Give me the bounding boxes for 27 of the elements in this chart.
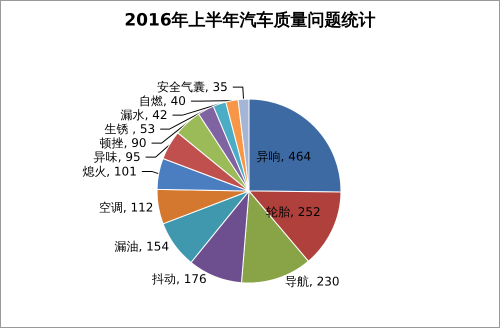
data-label: , 252 [290, 204, 321, 219]
data-label: , 230 [308, 274, 340, 288]
data-label: , 464 [280, 150, 312, 164]
slice-label: 自燃 [139, 94, 164, 108]
slice-label: 抖动 [151, 272, 176, 286]
slice-label: 漏油 [114, 240, 139, 254]
slice-label: 漏水 [120, 108, 145, 122]
slice-label: 顿挫 [100, 136, 124, 150]
data-label: , 112 [122, 200, 154, 214]
data-label: , 176 [176, 272, 207, 286]
slice-label: 异响 [256, 150, 281, 164]
data-label: , 40 [163, 94, 186, 108]
slice-label: 生锈 [104, 122, 128, 136]
slice-label: 异味 [94, 150, 118, 164]
data-label: , 90 [124, 136, 147, 150]
data-label: , 154 [138, 240, 170, 254]
slice-label: 熄火 [82, 164, 106, 178]
slice-label: 安全气囊 [156, 80, 205, 94]
data-label: , 35 [204, 80, 228, 94]
data-label: , 53 [128, 122, 156, 136]
data-label: , 95 [118, 150, 141, 164]
slice-label: 空调 [98, 200, 123, 214]
data-label: , 101 [106, 164, 137, 178]
chart-title: 2016年上半年汽车质量问题统计 [124, 10, 376, 30]
slice-label: 轮胎 [266, 204, 290, 219]
data-label: , 42 [144, 108, 168, 122]
slice-label: 导航 [284, 274, 309, 288]
